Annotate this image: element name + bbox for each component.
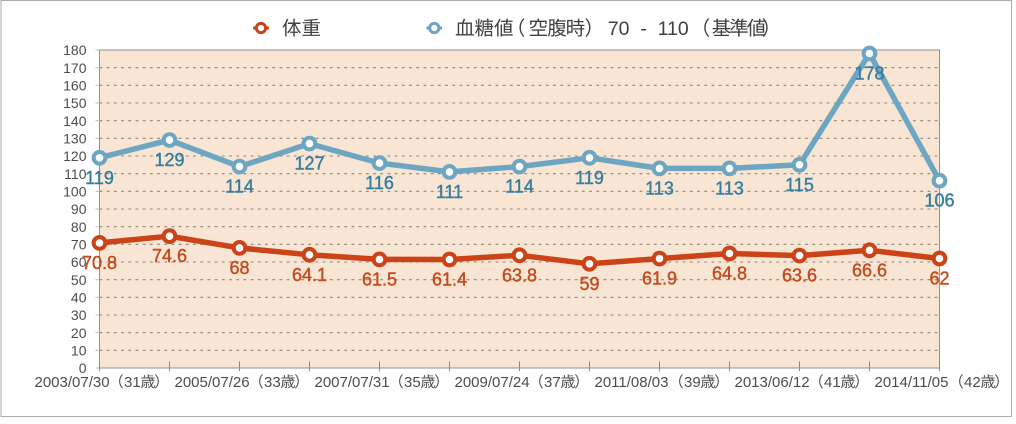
svg-text:2009/07/24: 2009/07/24 [455,374,530,391]
svg-text:2014/11/05: 2014/11/05 [875,374,949,391]
svg-text:111: 111 [436,182,463,202]
svg-text:64.8: 64.8 [712,264,747,284]
svg-text:60: 60 [71,254,87,270]
svg-text:2007/07/31: 2007/07/31 [315,374,390,391]
svg-text:2003/07/30: 2003/07/30 [35,374,110,391]
svg-text:178: 178 [854,64,884,84]
svg-text:127: 127 [294,154,324,174]
svg-text:160: 160 [63,78,87,94]
svg-text:70: 70 [71,237,87,253]
svg-text:113: 113 [645,178,674,198]
svg-text:80: 80 [71,219,87,235]
svg-text:70.8: 70.8 [82,253,117,273]
svg-text:61.9: 61.9 [642,269,677,289]
svg-text:35: 35 [404,374,421,391]
svg-text:180: 180 [63,42,87,58]
svg-text:116: 116 [365,173,394,193]
svg-text:40: 40 [71,290,87,306]
svg-text:42: 42 [964,374,981,391]
svg-text:0: 0 [79,360,87,376]
svg-text:63.8: 63.8 [502,265,537,285]
svg-text:140: 140 [63,113,87,129]
svg-text:64.1: 64.1 [292,265,327,285]
svg-text:2011/08/03: 2011/08/03 [595,374,669,391]
svg-text:2013/06/12: 2013/06/12 [735,374,810,391]
svg-text:59: 59 [579,274,599,294]
svg-text:120: 120 [63,148,87,164]
svg-text:63.6: 63.6 [782,266,817,286]
svg-text:39: 39 [684,374,701,391]
svg-text:106: 106 [924,191,954,211]
svg-text:2005/07/26: 2005/07/26 [175,374,250,391]
svg-text:129: 129 [154,150,184,170]
svg-text:66.6: 66.6 [852,260,887,280]
svg-text:114: 114 [505,177,534,197]
svg-text:113: 113 [715,178,744,198]
svg-text:110: 110 [64,166,87,182]
svg-text:61.4: 61.4 [432,270,467,290]
svg-text:150: 150 [63,95,87,111]
svg-text:119: 119 [575,168,604,188]
svg-text:50: 50 [71,272,87,288]
svg-text:33: 33 [264,374,281,391]
svg-text:74.6: 74.6 [152,246,187,266]
svg-text:130: 130 [63,131,87,147]
svg-text:170: 170 [63,60,87,76]
svg-text:100: 100 [63,184,87,200]
svg-text:115: 115 [785,175,814,195]
svg-text:68: 68 [229,258,249,278]
svg-text:70 - 110: 70 - 110 [608,18,689,40]
svg-text:31: 31 [124,374,141,391]
svg-text:62: 62 [929,269,949,289]
svg-text:37: 37 [544,374,561,391]
svg-text:90: 90 [71,201,87,217]
svg-text:41: 41 [824,374,841,391]
svg-text:114: 114 [225,177,254,197]
svg-text:10: 10 [71,343,87,359]
svg-text:119: 119 [85,168,114,188]
svg-text:20: 20 [71,325,87,341]
svg-text:61.5: 61.5 [362,269,397,289]
svg-text:30: 30 [71,307,87,323]
